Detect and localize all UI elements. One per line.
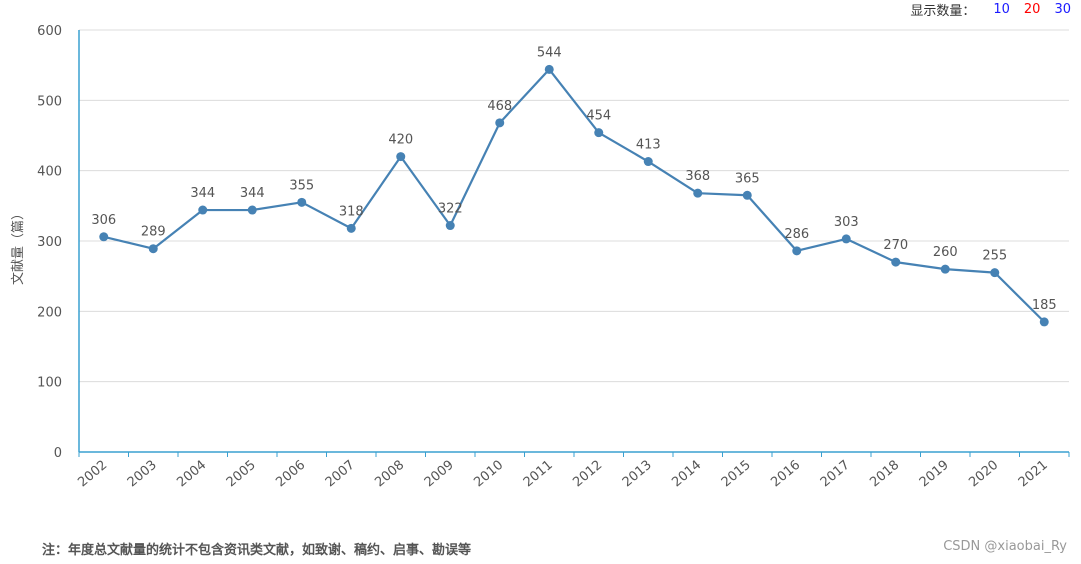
data-label: 318: [339, 204, 364, 219]
data-label: 544: [537, 45, 562, 60]
x-tick-label: 2004: [174, 458, 209, 491]
display-count-selector: 显示数量： 10 20 30: [910, 0, 1071, 19]
data-label: 303: [834, 215, 859, 230]
display-count-label: 显示数量：: [910, 3, 976, 19]
x-tick-label: 2003: [125, 458, 160, 491]
data-point: [396, 152, 406, 162]
data-label: 322: [438, 202, 463, 217]
data-point: [495, 118, 505, 128]
data-point: [198, 205, 208, 215]
data-point: [742, 190, 752, 200]
series-line: [103, 68, 1046, 323]
data-label: 454: [586, 109, 611, 124]
axes: [78, 30, 1070, 457]
data-point: [643, 157, 653, 167]
data-label: 413: [636, 138, 661, 153]
y-axis-label: 文献量（篇）: [11, 207, 26, 285]
x-tick-label: 2006: [273, 458, 308, 491]
x-tick-label: 2017: [818, 458, 853, 491]
x-tick-label: 2013: [620, 458, 655, 491]
x-tick-label: 2012: [570, 458, 605, 491]
data-label: 270: [883, 238, 908, 253]
y-tick-label: 0: [54, 446, 62, 461]
data-label: 365: [735, 171, 760, 186]
data-point: [841, 234, 851, 244]
data-label: 344: [190, 186, 215, 201]
data-labels: 306 289 344 344 355 318 420 322 468 544 454 413 368 3…: [91, 45, 1056, 312]
y-tick-label: 100: [37, 376, 62, 391]
x-tick-label: 2019: [917, 458, 952, 491]
x-tick-label: 2015: [719, 458, 754, 491]
display-count-option-20[interactable]: 20: [1023, 1, 1041, 17]
series: [99, 64, 1049, 327]
data-point: [940, 264, 950, 274]
data-point: [247, 205, 257, 215]
data-label: 286: [784, 227, 809, 242]
data-label: 420: [388, 133, 413, 148]
y-tick-label: 400: [37, 165, 62, 180]
y-tick-label: 200: [37, 305, 62, 320]
data-label: 468: [487, 99, 512, 114]
x-tick-label: 2016: [768, 458, 803, 491]
data-point: [99, 232, 109, 242]
y-tick-label: 300: [37, 235, 62, 250]
data-point: [990, 268, 1000, 278]
data-point: [297, 197, 307, 207]
data-label: 344: [240, 186, 265, 201]
grid-lines: [79, 29, 1069, 383]
data-label: 260: [933, 245, 958, 260]
footnote: 注：年度总文献量的统计不包含资讯类文献，如致谢、稿约、启事、勘误等: [42, 543, 472, 558]
data-point: [1039, 317, 1049, 327]
y-tick-label: 600: [37, 24, 62, 39]
data-point: [445, 221, 455, 231]
data-label: 185: [1032, 298, 1057, 313]
x-tick-label: 2005: [224, 458, 259, 491]
x-tick-label: 2018: [867, 458, 902, 491]
display-count-option-30[interactable]: 30: [1054, 1, 1071, 17]
data-label: 255: [982, 249, 1007, 264]
x-tick-label: 2020: [966, 458, 1001, 491]
data-point: [594, 128, 604, 138]
data-label: 368: [685, 169, 710, 184]
watermark: CSDN @xiaobai_Ry: [943, 539, 1067, 554]
x-tick-label: 2011: [521, 458, 556, 491]
data-point: [792, 246, 802, 256]
y-tick-label: 500: [37, 94, 62, 109]
data-point: [544, 64, 554, 74]
data-point: [891, 257, 901, 267]
x-tick-label: 2021: [1016, 458, 1051, 491]
display-count-option-10[interactable]: 10: [993, 1, 1010, 17]
x-tick-label: 2008: [372, 458, 407, 491]
data-label: 289: [141, 225, 166, 240]
x-tick-label: 2009: [422, 458, 457, 491]
x-tick-label: 2007: [323, 458, 358, 491]
x-tick-label: 2014: [669, 458, 704, 491]
data-point: [148, 244, 158, 254]
data-point: [346, 223, 356, 233]
x-tick-label: 2002: [75, 458, 110, 491]
data-label: 355: [289, 178, 314, 193]
axis-ticks: 0 100 200 300 400 500 600 2002 2003 2004 2005 2006 2…: [37, 24, 1051, 490]
data-point: [693, 188, 703, 198]
x-tick-label: 2010: [471, 458, 506, 491]
data-label: 306: [91, 213, 116, 228]
